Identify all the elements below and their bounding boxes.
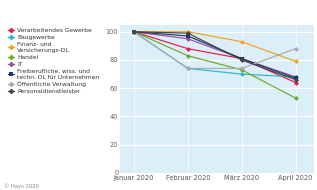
- Text: HAYS-FACHKRÄFTE-INDEX DEUTSCHLAND – ÜBERGREIFEND NACH BRANCHEN: HAYS-FACHKRÄFTE-INDEX DEUTSCHLAND – ÜBER…: [4, 6, 317, 15]
- Text: © Hays 2020: © Hays 2020: [4, 183, 39, 189]
- Legend: Verarbeitendes Gewerbe, Baugewerbe, Finanz- und
Versicherungs-DL, Handel, IT, Fr: Verarbeitendes Gewerbe, Baugewerbe, Fina…: [8, 28, 100, 94]
